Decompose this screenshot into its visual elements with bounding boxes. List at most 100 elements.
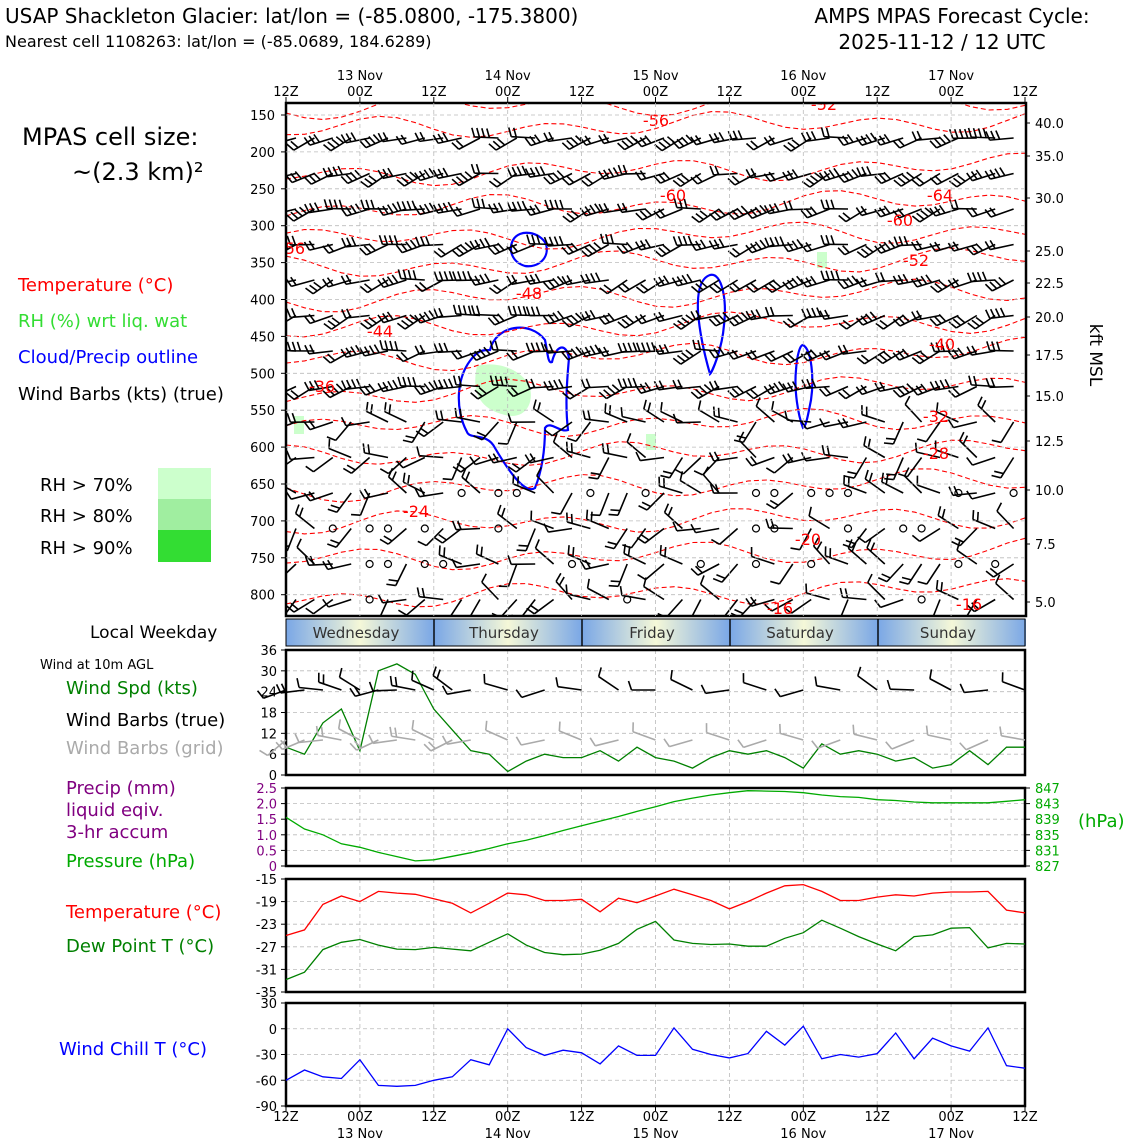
- wind-barb-feather: [718, 346, 725, 356]
- wind-barb-feather: [954, 199, 959, 209]
- wind-barb: [382, 348, 407, 352]
- wind-barb-feather: [806, 308, 812, 318]
- wind-barb: [640, 172, 665, 181]
- wind-barb-feather: [713, 239, 720, 249]
- wind-barb-feather: [566, 212, 575, 220]
- wind-barb: [530, 519, 554, 530]
- wind-barb-feather: [447, 378, 454, 388]
- wind-barb-feather: [379, 538, 389, 545]
- wind-barb: [313, 598, 334, 615]
- wind-barb-feather: [934, 380, 941, 390]
- wind-barb: [492, 383, 517, 388]
- wind-barb-feather: [622, 378, 628, 388]
- wind-barb-feather: [989, 567, 999, 575]
- wind-barb-feather: [291, 235, 297, 246]
- wind-barb: [739, 598, 757, 616]
- wind-barb-feather: [395, 460, 404, 469]
- wind-barb-feather: [603, 284, 613, 292]
- wind-barb-feather: [313, 172, 321, 181]
- wind-barb: [346, 208, 370, 217]
- wind-barb-feather: [866, 166, 872, 176]
- wind-barb-feather: [635, 212, 644, 221]
- precip-legend-1: Precip (mm): [66, 778, 176, 799]
- temperature-panel-ytick-label: -23: [256, 918, 277, 933]
- grid-wind-barb-feather: [484, 720, 488, 731]
- wind-barb-feather: [881, 472, 885, 483]
- wind-barb-feather: [294, 504, 300, 514]
- wind-barb-feather: [543, 236, 549, 247]
- wind-barb-feather: [593, 242, 602, 250]
- wind-barb-feather: [745, 597, 753, 607]
- surface-wind-barb-feather: [275, 684, 282, 694]
- wind-barb-feather: [274, 572, 282, 577]
- wind-barb: [899, 350, 922, 361]
- wind-barb-feather: [433, 343, 439, 353]
- wind-barb-feather: [599, 287, 608, 295]
- grid-wind-barb: [521, 739, 545, 746]
- wind-barb-feather: [816, 541, 823, 551]
- wind-barb: [511, 279, 536, 286]
- wind-barb-feather: [768, 351, 777, 360]
- wind-barb-feather: [268, 390, 275, 397]
- wind-barb-feather: [641, 342, 646, 352]
- calm-wind-circle: [567, 559, 577, 569]
- wind-barb: [567, 350, 591, 361]
- weekday-band: [730, 619, 878, 646]
- wind-barb-feather: [349, 171, 358, 180]
- wind-barb-feather: [699, 280, 708, 288]
- wind-barb-feather: [671, 277, 679, 287]
- wind-barb: [603, 137, 628, 145]
- wind-barb-feather: [350, 346, 357, 356]
- wind-barb-feather: [423, 383, 431, 392]
- wind-barb-feather: [612, 167, 620, 177]
- surface-wind-barb: [929, 678, 952, 691]
- wind-barb: [840, 599, 849, 616]
- wind-barb-feather: [935, 402, 939, 412]
- wind-barb-feather: [673, 198, 678, 208]
- wind-barb-feather: [938, 313, 947, 322]
- wind-barb-feather: [805, 131, 812, 141]
- wind-barb-feather: [511, 201, 518, 211]
- wind-barb: [899, 208, 922, 219]
- wind-barb-feather: [917, 580, 928, 585]
- surface-wind-barb: [318, 681, 342, 691]
- wind-barb-feather: [395, 244, 403, 254]
- wind-barb-feather: [947, 350, 955, 360]
- wind-barb-feather: [653, 345, 660, 355]
- wind-barb-feather: [763, 173, 771, 182]
- temperature-contour-label: -28: [923, 444, 949, 463]
- wind-barb-feather: [536, 234, 541, 245]
- rh70-area-tiny: [646, 434, 656, 450]
- temperature-contour: [286, 311, 1026, 338]
- wind-barb: [806, 243, 830, 253]
- wind-barb: [899, 314, 922, 327]
- wind-barb: [308, 350, 333, 355]
- wind-barb-feather: [552, 312, 560, 321]
- wind-barb-feather: [906, 171, 915, 179]
- wind-barb-feather: [438, 307, 444, 318]
- wind-barb: [286, 385, 297, 393]
- wind-barb-feather: [856, 357, 865, 365]
- weekday-band: [434, 619, 582, 646]
- wind-barb-feather: [534, 539, 540, 549]
- pressure-tick-label: 150: [250, 109, 275, 124]
- wind-barb-feather: [598, 391, 607, 400]
- surface-wind-barb-feather: [389, 675, 393, 686]
- wind-barb: [604, 412, 628, 423]
- wind-barb-feather: [532, 399, 537, 409]
- wind-barb-feather: [407, 474, 411, 485]
- wind-barb-feather: [915, 385, 923, 394]
- surface-wind-barb: [298, 686, 324, 691]
- wind-barb-feather: [313, 281, 322, 289]
- wind-speed-panel-frame: [284, 648, 1027, 777]
- wind-barb-feather: [667, 506, 673, 517]
- wind-barb: [845, 208, 867, 223]
- wind-barb-feather: [664, 546, 667, 557]
- wind-barb: [680, 172, 702, 188]
- surface-wind-barb: [857, 675, 878, 691]
- wind-barb-feather: [525, 342, 531, 353]
- wind-barb-feather: [340, 348, 348, 358]
- wind-barb-feather: [290, 140, 299, 149]
- wind-barb: [919, 208, 941, 223]
- wind-barb-feather: [452, 271, 457, 281]
